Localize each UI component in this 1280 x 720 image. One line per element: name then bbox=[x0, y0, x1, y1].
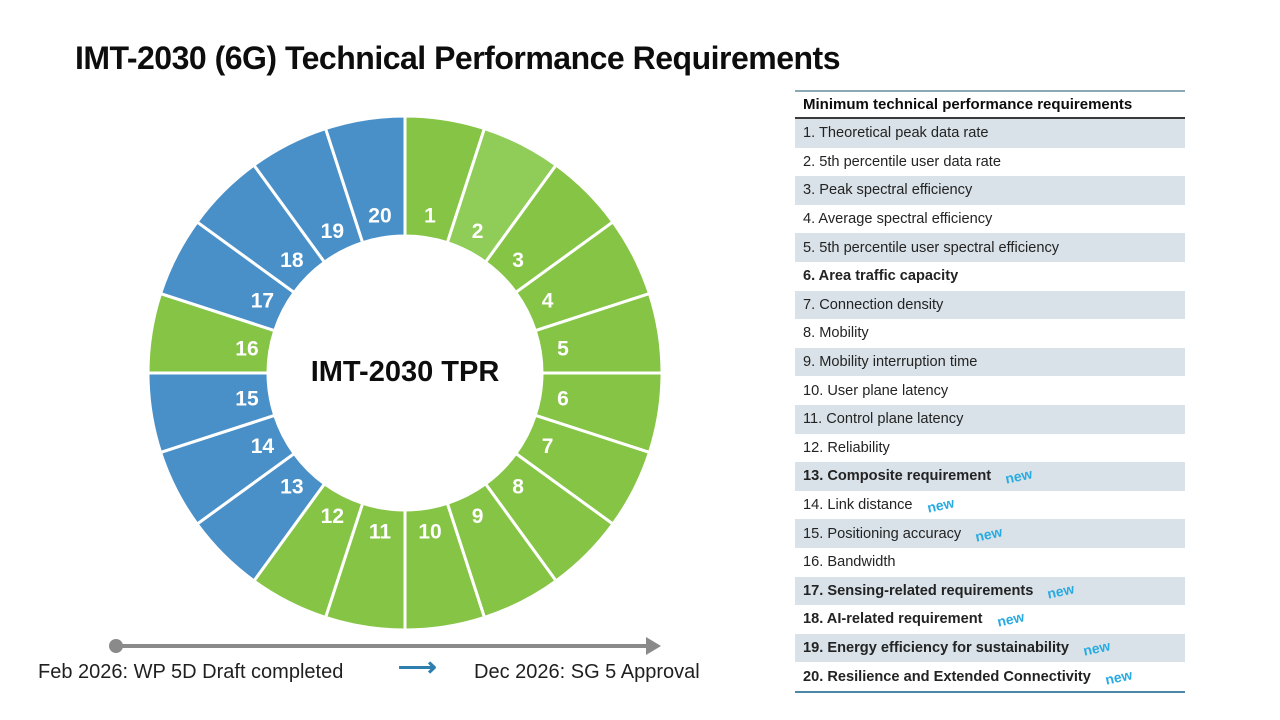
new-badge: new bbox=[925, 494, 956, 516]
donut-segment-number: 9 bbox=[472, 505, 484, 528]
requirements-table: Minimum technical performance requiremen… bbox=[795, 90, 1185, 693]
table-row: 19. Energy efficiency for sustainability… bbox=[795, 633, 1185, 663]
donut-segment-20 bbox=[323, 114, 407, 245]
table-row: 3. Peak spectral efficiency bbox=[795, 176, 1185, 205]
donut-segment-number: 4 bbox=[542, 290, 554, 313]
table-row: 17. Sensing-related requirements new bbox=[795, 576, 1185, 606]
requirement-label: 17. Sensing-related requirements bbox=[803, 582, 1034, 599]
donut-segment-number: 10 bbox=[418, 520, 441, 543]
requirement-label: 5. 5th percentile user spectral efficien… bbox=[803, 239, 1060, 256]
donut-center-label: IMT-2030 TPR bbox=[310, 356, 500, 388]
donut-segment-number: 18 bbox=[280, 249, 304, 272]
donut-segment-number: 1 bbox=[424, 204, 436, 227]
requirement-label: 16. Bandwidth bbox=[803, 554, 896, 571]
requirement-label: 3. Peak spectral efficiency bbox=[803, 182, 973, 199]
requirement-label: 1. Theoretical peak data rate bbox=[803, 125, 989, 142]
requirement-label: 13. Composite requirement bbox=[803, 468, 992, 485]
requirement-label: 10. User plane latency bbox=[803, 382, 949, 399]
table-row: 10. User plane latency bbox=[795, 376, 1185, 405]
timeline-start-label: Feb 2026: WP 5D Draft completed bbox=[38, 661, 344, 683]
donut-segment-number: 5 bbox=[557, 337, 569, 360]
donut-segment-number: 13 bbox=[280, 475, 303, 498]
requirement-label: 19. Energy efficiency for sustainability bbox=[803, 639, 1070, 656]
table-row: 1. Theoretical peak data rate bbox=[795, 119, 1185, 148]
table-row: 5. 5th percentile user spectral efficien… bbox=[795, 233, 1185, 262]
donut-segment-number: 11 bbox=[369, 520, 392, 543]
page-title: IMT-2030 (6G) Technical Performance Requ… bbox=[75, 40, 841, 76]
requirement-label: 15. Positioning accuracy bbox=[803, 525, 962, 542]
requirement-label: 7. Connection density bbox=[803, 296, 944, 313]
new-badge: new bbox=[1045, 580, 1076, 602]
donut-segment-number: 7 bbox=[542, 435, 554, 458]
table-row: 7. Connection density bbox=[795, 290, 1185, 320]
table-row: 13. Composite requirement new bbox=[795, 462, 1185, 491]
donut-segment-number: 19 bbox=[321, 220, 344, 243]
donut-segment-number: 14 bbox=[251, 435, 275, 458]
new-badge: new bbox=[1103, 665, 1134, 688]
donut-segment-number: 6 bbox=[557, 387, 569, 410]
requirement-label: 2. 5th percentile user data rate bbox=[803, 153, 1001, 170]
requirement-label: 6. Area traffic capacity bbox=[803, 268, 959, 285]
timeline-end-label: Dec 2026: SG 5 Approval bbox=[474, 661, 700, 683]
requirement-label: 12. Reliability bbox=[803, 439, 890, 456]
table-row: 12. Reliability bbox=[795, 434, 1185, 463]
requirement-label: 20. Resilience and Extended Connectivity bbox=[803, 668, 1091, 685]
requirement-label: 8. Mobility bbox=[803, 325, 869, 342]
requirement-label: 14. Link distance bbox=[803, 497, 913, 514]
requirement-label: 9. Mobility interruption time bbox=[803, 354, 978, 371]
donut-segment-number: 17 bbox=[251, 290, 274, 313]
table-row: 15. Positioning accuracy new bbox=[795, 519, 1185, 548]
donut-segment-number: 3 bbox=[512, 249, 524, 272]
new-badge: new bbox=[1003, 465, 1034, 488]
donut-segment-number: 15 bbox=[235, 387, 259, 410]
donut-segment-number: 2 bbox=[472, 220, 484, 243]
donut-segment-number: 16 bbox=[235, 337, 258, 360]
timeline-line bbox=[116, 644, 646, 648]
table-row: 2. 5th percentile user data rate bbox=[795, 148, 1185, 177]
table-row: 11. Control plane latency bbox=[795, 404, 1185, 434]
table-row: 9. Mobility interruption time bbox=[795, 347, 1185, 377]
table-row: 4. Average spectral efficiency bbox=[795, 205, 1185, 234]
donut-segment-number: 12 bbox=[321, 505, 344, 528]
requirement-label: 18. AI-related requirement bbox=[803, 611, 983, 628]
table-body: 1. Theoretical peak data rate 2. 5th perc… bbox=[795, 119, 1185, 691]
table-row: 20. Resilience and Extended Connectivity… bbox=[795, 662, 1185, 691]
requirement-label: 4. Average spectral efficiency bbox=[803, 211, 993, 228]
donut-segment-number: 20 bbox=[368, 204, 391, 227]
table-header: Minimum technical performance requiremen… bbox=[795, 90, 1185, 119]
table-row: 14. Link distance new bbox=[795, 491, 1185, 520]
table-row: 16. Bandwidth bbox=[795, 548, 1185, 577]
table-row: 8. Mobility bbox=[795, 319, 1185, 348]
timeline-arrowhead-icon bbox=[646, 637, 661, 655]
requirement-label: 11. Control plane latency bbox=[803, 411, 964, 428]
right-arrow-icon: ⟶ bbox=[398, 652, 437, 682]
donut-segment-number: 8 bbox=[512, 475, 524, 498]
new-badge: new bbox=[973, 522, 1004, 545]
new-badge: new bbox=[1081, 637, 1112, 659]
new-badge: new bbox=[995, 608, 1026, 631]
table-row: 6. Area traffic capacity bbox=[795, 262, 1185, 291]
table-row: 18. AI-related requirement new bbox=[795, 605, 1185, 634]
